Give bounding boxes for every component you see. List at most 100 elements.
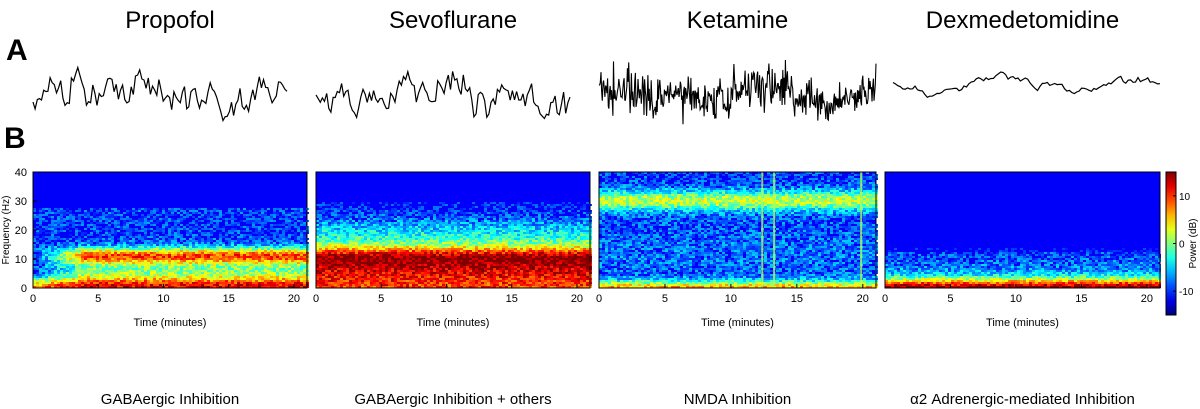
spectrogram-cell (210, 214, 213, 216)
spectrogram-cell (400, 208, 403, 210)
spectrogram-cell (288, 250, 291, 252)
spectrogram-cell (361, 274, 364, 276)
spectrogram-cell (252, 244, 255, 246)
spectrogram-cell (192, 282, 195, 284)
spectrogram-cell (294, 234, 297, 236)
spectrogram-cell (391, 278, 394, 280)
spectrogram-cell (421, 252, 424, 254)
spectrogram-cell (168, 284, 171, 286)
spectrogram-cell (454, 270, 457, 272)
spectrogram-cell (391, 246, 394, 248)
spectrogram-cell (174, 214, 177, 216)
spectrogram-cell (198, 262, 201, 264)
spectrogram-cell (225, 272, 228, 274)
spectrogram-cell (219, 274, 222, 276)
spectrogram-cell (276, 260, 279, 262)
spectrogram-cell (322, 272, 325, 274)
spectrogram-cell (198, 246, 201, 248)
spectrogram-cell (42, 238, 45, 240)
spectrogram-cell (186, 252, 189, 254)
spectrogram-cell (150, 254, 153, 256)
spectrogram-cell (430, 266, 433, 268)
spectrogram-cell (42, 210, 45, 212)
spectrogram-cell (60, 266, 63, 268)
spectrogram-cell (150, 250, 153, 252)
spectrogram-cell (231, 228, 234, 230)
spectrogram-cell (433, 262, 436, 264)
spectrogram-cell (282, 250, 285, 252)
spectrogram-cell (406, 202, 409, 204)
spectrogram-cell (39, 214, 42, 216)
spectrogram-cell (144, 242, 147, 244)
spectrogram-cell (261, 232, 264, 234)
spectrogram-cell (364, 278, 367, 280)
spectrogram-cell (349, 268, 352, 270)
spectrogram-cell (379, 234, 382, 236)
spectrogram-cell (400, 260, 403, 262)
spectrogram-cell (322, 248, 325, 250)
spectrogram-cell (255, 252, 258, 254)
spectrogram-cell (108, 232, 111, 234)
spectrogram-cell (379, 274, 382, 276)
spectrogram-cell (72, 226, 75, 228)
spectrogram-cell (285, 226, 288, 228)
spectrogram-cell (120, 286, 123, 288)
spectrogram-cell (334, 266, 337, 268)
spectrogram-cell (207, 234, 210, 236)
spectrogram-cell (316, 262, 319, 264)
spectrogram-cell (361, 240, 364, 242)
spectrogram-cell (102, 234, 105, 236)
spectrogram-cell (364, 266, 367, 268)
spectrogram-cell (403, 276, 406, 278)
spectrogram-cell (454, 204, 457, 206)
spectrogram-cell (325, 264, 328, 266)
spectrogram-cell (72, 274, 75, 276)
spectrogram-cell (412, 244, 415, 246)
spectrogram-cell (300, 266, 303, 268)
spectrogram-cell (412, 278, 415, 280)
spectrogram-cell (204, 250, 207, 252)
spectrogram-cell (294, 232, 297, 234)
spectrogram-cell (288, 214, 291, 216)
spectrogram-cell (279, 264, 282, 266)
spectrogram-cell (63, 220, 66, 222)
spectrogram-cell (120, 256, 123, 258)
spectrogram-cell (346, 266, 349, 268)
spectrogram-cell (370, 220, 373, 222)
spectrogram-cell (376, 252, 379, 254)
spectrogram-cell (153, 254, 156, 256)
spectrogram-cell (189, 238, 192, 240)
spectrogram-cell (69, 212, 72, 214)
spectrogram-cell (316, 222, 319, 224)
spectrogram-cell (72, 246, 75, 248)
spectrogram-cell (406, 210, 409, 212)
spectrogram-cell (174, 246, 177, 248)
spectrogram-cell (231, 282, 234, 284)
spectrogram-cell (48, 256, 51, 258)
spectrogram-cell (439, 232, 442, 234)
spectrogram-cell (99, 248, 102, 250)
spectrogram-cell (90, 208, 93, 210)
spectrogram-cell (325, 282, 328, 284)
spectrogram-cell (141, 264, 144, 266)
spectrogram-cell (54, 238, 57, 240)
spectrogram-cell (343, 250, 346, 252)
spectrogram-cell (186, 228, 189, 230)
spectrogram-cell (60, 208, 63, 210)
spectrogram-cell (66, 274, 69, 276)
spectrogram-cell (243, 270, 246, 272)
spectrogram-cell (216, 210, 219, 212)
spectrogram-cell (198, 274, 201, 276)
spectrogram-cell (198, 284, 201, 286)
spectrogram-cell (138, 236, 141, 238)
spectrogram-cell (436, 246, 439, 248)
spectrogram-cell (222, 278, 225, 280)
spectrogram-cell (156, 210, 159, 212)
spectrogram-cell (114, 248, 117, 250)
spectrogram-cell (243, 210, 246, 212)
spectrogram-cell (448, 224, 451, 226)
spectrogram-cell (436, 254, 439, 256)
spectrogram-cell (276, 230, 279, 232)
spectrogram-cell (267, 238, 270, 240)
spectrogram-cell (258, 214, 261, 216)
